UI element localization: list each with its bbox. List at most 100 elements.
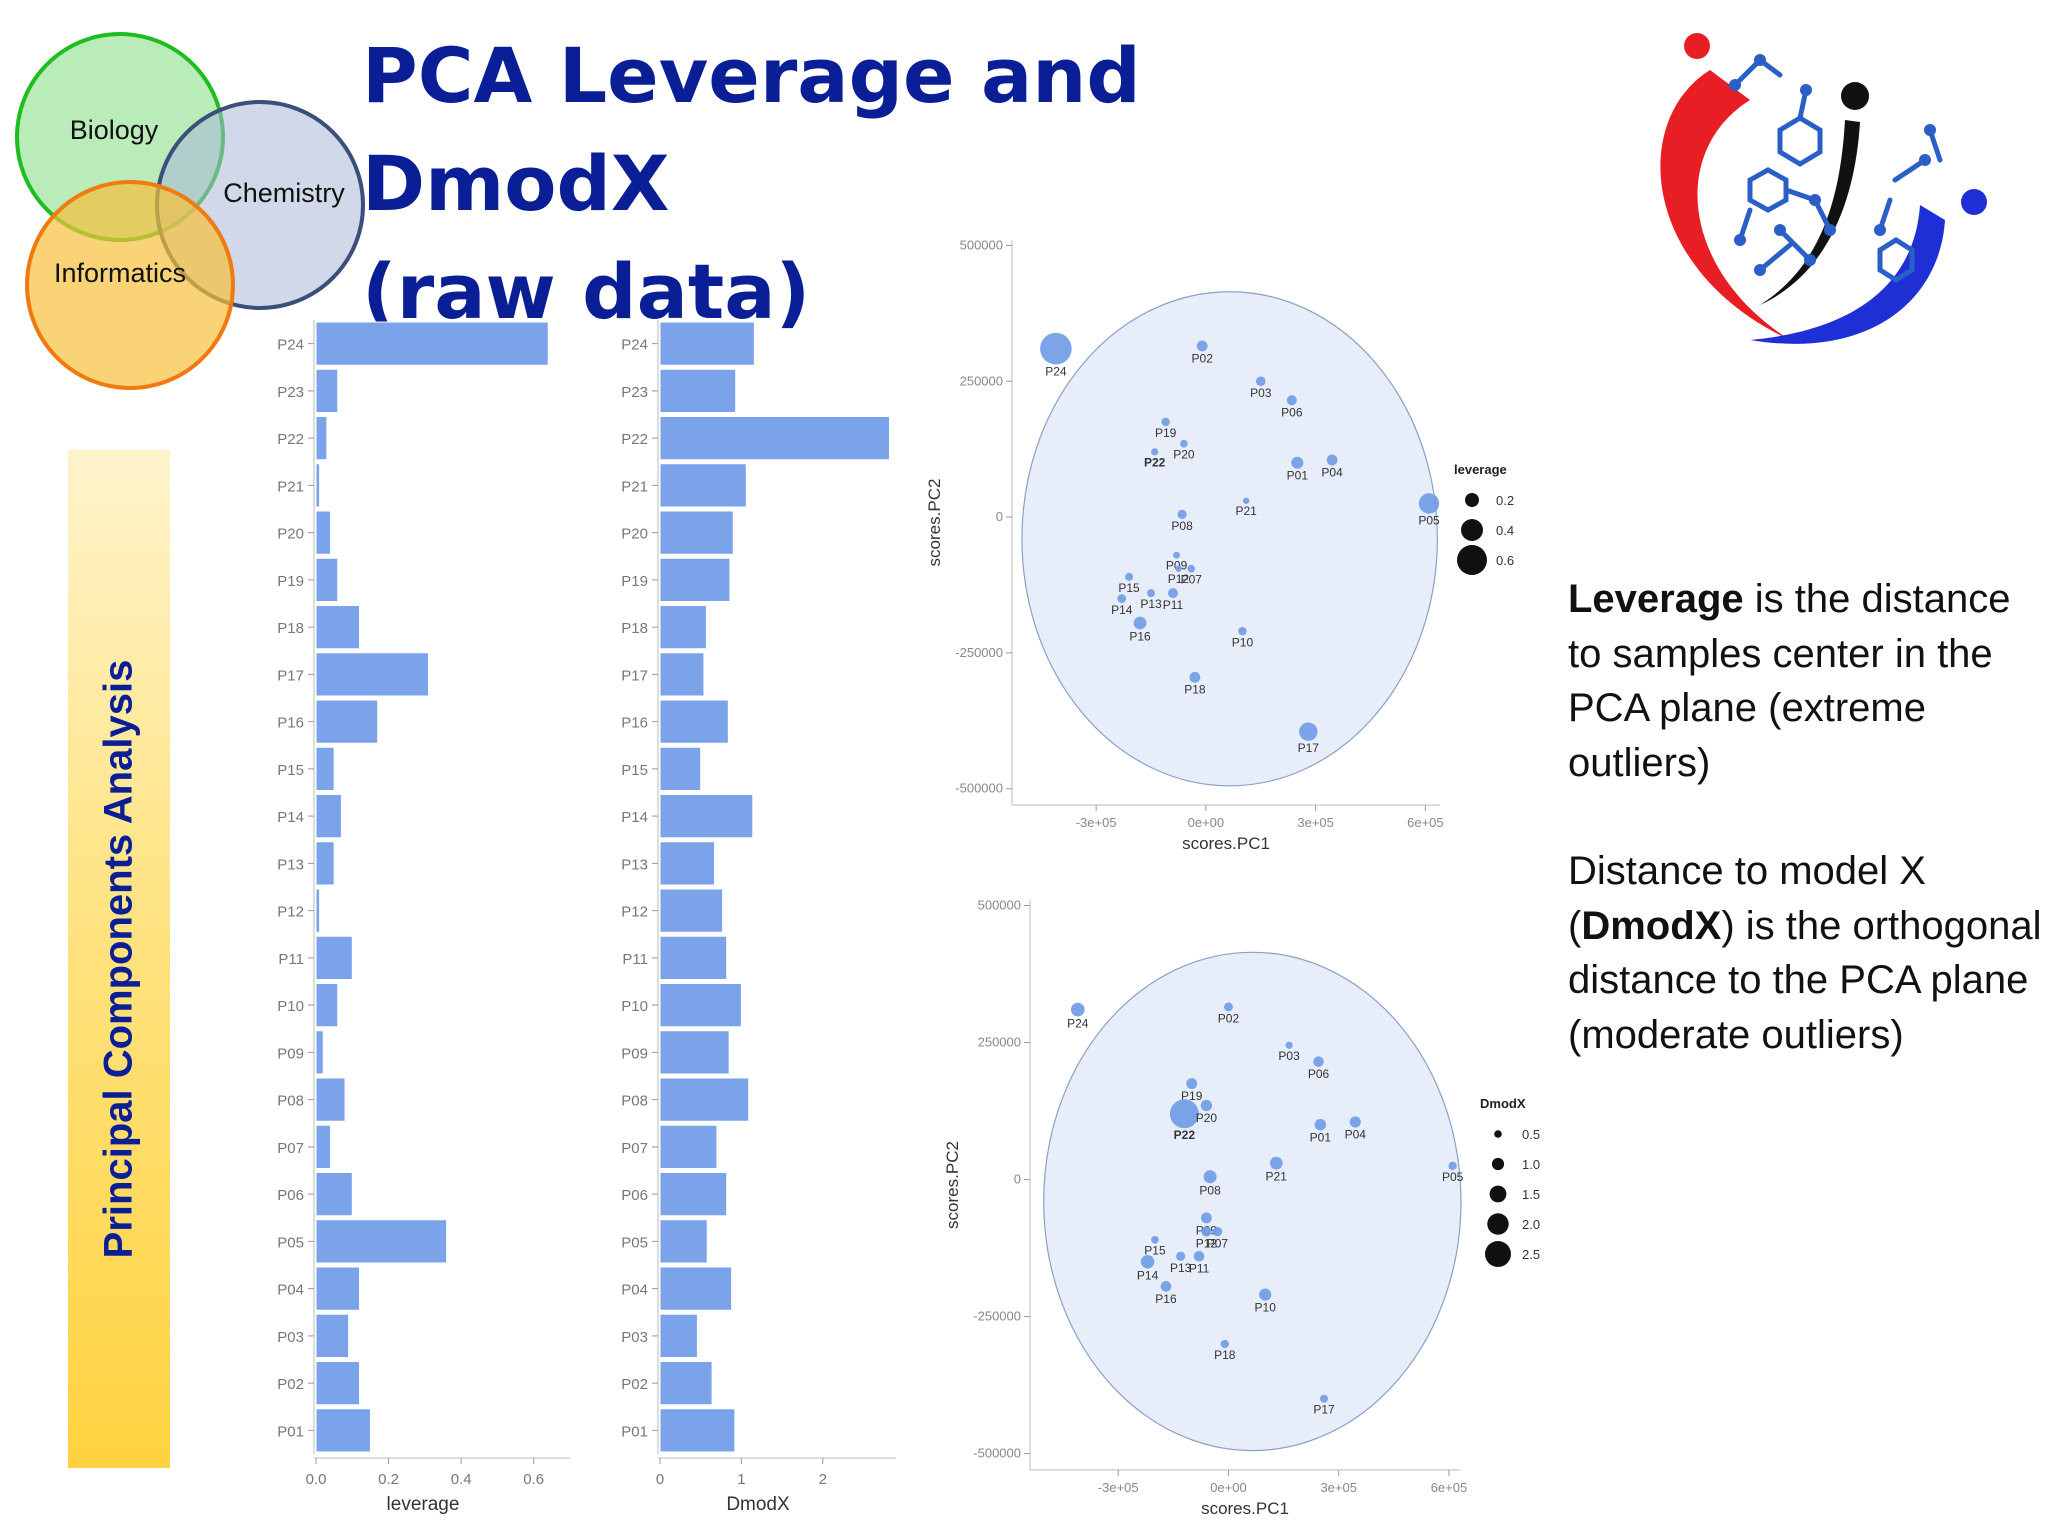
x-tick-label-1: 1 — [737, 1471, 745, 1488]
size-legend-key-1.5 — [1489, 1185, 1507, 1203]
point-P06 — [1286, 395, 1297, 406]
point-label-P13: P13 — [1170, 1261, 1192, 1275]
side-banner-text: Principal Components Analysis — [96, 659, 141, 1259]
size-legend-label-0.5: 0.5 — [1522, 1127, 1540, 1142]
y-tick-label-P05: P05 — [277, 1234, 304, 1251]
bar-P11 — [659, 935, 728, 980]
x-tick-label-0.6: 0.6 — [523, 1471, 544, 1488]
point-label-P08: P08 — [1199, 1183, 1221, 1197]
bar-P16 — [659, 699, 729, 744]
y-tick-label-P21: P21 — [621, 478, 648, 495]
size-legend-title: leverage — [1454, 462, 1507, 477]
y-tick-label-P02: P02 — [621, 1376, 648, 1393]
y-tick-label-P10: P10 — [277, 998, 304, 1015]
logo-black-dot — [1841, 82, 1869, 110]
point-label-P14: P14 — [1137, 1268, 1159, 1282]
y-tick-label-P24: P24 — [277, 337, 304, 354]
bar-P11 — [315, 935, 353, 980]
x-tick-label-0.0: 0.0 — [306, 1471, 327, 1488]
slide-title: PCA Leverage and DmodX (raw data) — [362, 22, 1462, 346]
point-label-P24: P24 — [1067, 1016, 1089, 1030]
point-label-P18: P18 — [1184, 683, 1206, 697]
point-label-P22: P22 — [1174, 1128, 1196, 1142]
point-P21 — [1242, 497, 1250, 504]
dmodx-definition: ) is the orthogonal distance to the PCA … — [1568, 903, 2042, 1057]
size-legend-key-0.2 — [1465, 493, 1479, 507]
bar-P17 — [315, 652, 429, 697]
y-tick-label-500000: 500000 — [978, 897, 1021, 912]
point-label-P14: P14 — [1111, 603, 1133, 617]
point-label-P04: P04 — [1321, 465, 1343, 479]
y-tick-label-P20: P20 — [621, 526, 648, 543]
bar-P13 — [315, 841, 335, 886]
bar-P19 — [659, 557, 731, 602]
point-P04 — [1349, 1116, 1361, 1128]
point-label-P02: P02 — [1192, 351, 1214, 365]
slide-title-line1: PCA Leverage and DmodX — [362, 31, 1141, 228]
point-label-P20: P20 — [1196, 1111, 1218, 1125]
y-tick-label-P14: P14 — [277, 809, 304, 826]
size-legend-key-0.4 — [1461, 519, 1483, 541]
point-label-P22: P22 — [1144, 455, 1166, 469]
point-label-P12: P12 — [1168, 572, 1190, 586]
bar-P22 — [315, 416, 328, 461]
bar-P21 — [315, 463, 321, 508]
point-P24 — [1070, 1002, 1085, 1017]
bar-P15 — [659, 746, 702, 791]
leverage-explanation: Leverage is the distance to samples cent… — [1568, 572, 2046, 790]
slide-title-line2: (raw data) — [362, 247, 811, 336]
point-label-P02: P02 — [1218, 1011, 1240, 1025]
point-label-P08: P08 — [1171, 519, 1193, 533]
y-tick-label-500000: 500000 — [960, 237, 1003, 252]
bar-P24 — [659, 321, 755, 366]
bar-P03 — [315, 1313, 350, 1358]
point-P11 — [1167, 588, 1178, 599]
point-P16 — [1160, 1281, 1172, 1292]
y-tick-label-P24: P24 — [621, 337, 648, 354]
y-tick-label-P17: P17 — [621, 667, 648, 684]
confidence-ellipse — [1043, 951, 1462, 1452]
logo-molecules — [1732, 57, 1943, 283]
point-label-P15: P15 — [1118, 581, 1140, 595]
point-P13 — [1176, 1251, 1186, 1261]
y-tick-label-P05: P05 — [621, 1234, 648, 1251]
bar-P07 — [659, 1124, 718, 1169]
point-label-P17: P17 — [1313, 1403, 1335, 1417]
point-P07 — [1212, 1226, 1223, 1237]
bar-P09 — [315, 1030, 324, 1075]
bar-P20 — [315, 510, 332, 555]
y-tick-label-P07: P07 — [621, 1140, 648, 1157]
y-tick-label-P06: P06 — [277, 1187, 304, 1204]
size-legend-title: DmodX — [1480, 1096, 1526, 1111]
leverage-bar-chart: P01 P02 P03 P04 P05 P06 P07 P08 P09 P10 P11 P12 P13 P… — [277, 320, 570, 1515]
point-P03 — [1285, 1041, 1293, 1049]
point-label-P21: P21 — [1266, 1169, 1288, 1183]
bar-P03 — [659, 1313, 698, 1358]
y-tick-label-P15: P15 — [621, 762, 648, 779]
bar-P20 — [659, 510, 734, 555]
size-legend-label-0.4: 0.4 — [1496, 523, 1514, 538]
y-tick-label-P22: P22 — [621, 431, 648, 448]
bar-P05 — [659, 1219, 708, 1264]
point-label-P19: P19 — [1155, 426, 1177, 440]
point-P10 — [1259, 1288, 1272, 1301]
y-tick-label--250000: -250000 — [973, 1309, 1021, 1324]
point-P03 — [1255, 376, 1266, 387]
point-label-P03: P03 — [1250, 386, 1272, 400]
point-P20 — [1180, 439, 1188, 448]
logo-atoms — [1729, 54, 1936, 276]
size-legend-label-1.5: 1.5 — [1522, 1187, 1540, 1202]
point-P07 — [1187, 564, 1196, 573]
leverage-definition: is the distance to samples center in the… — [1568, 577, 2011, 785]
bar-P04 — [315, 1266, 361, 1311]
bar-P23 — [659, 368, 737, 413]
venn-label-biology: Biology — [70, 115, 159, 145]
x-tick-label-0.2: 0.2 — [378, 1471, 399, 1488]
y-tick-label-P09: P09 — [621, 1045, 648, 1062]
y-tick-label-P11: P11 — [622, 951, 648, 968]
y-tick-label-P07: P07 — [277, 1140, 304, 1157]
y-tick-label-0: 0 — [996, 509, 1003, 524]
y-tick-label-P06: P06 — [621, 1187, 648, 1204]
point-P05 — [1418, 493, 1440, 514]
informatics-circle — [25, 180, 235, 390]
